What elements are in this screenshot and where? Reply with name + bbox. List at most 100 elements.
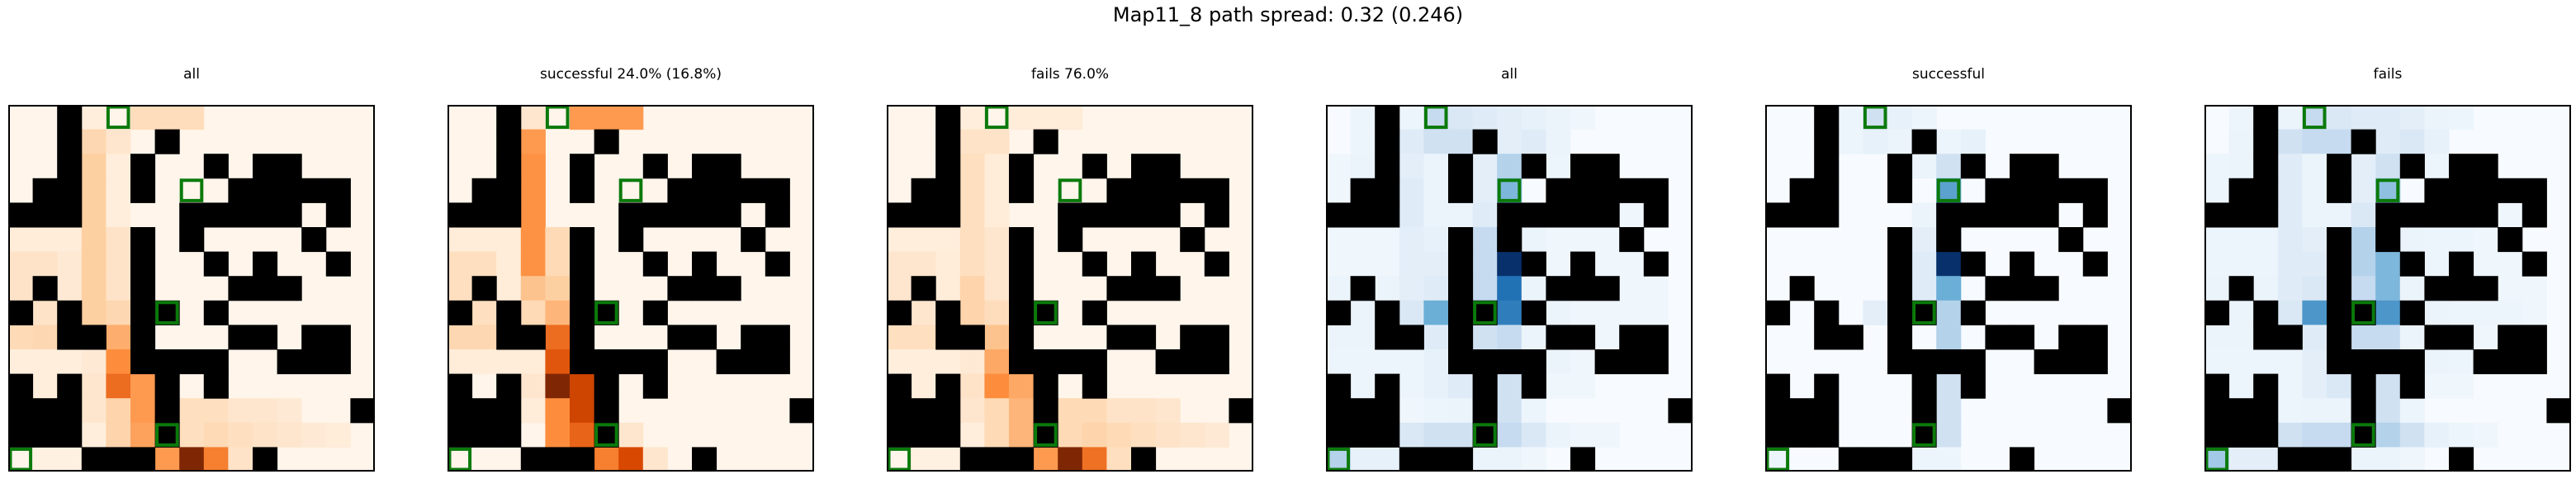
heatmap-cell: [1643, 300, 1669, 325]
heatmap-cell: [2204, 227, 2230, 253]
heatmap-cell: [1423, 300, 1449, 325]
wall-cell: [618, 227, 644, 253]
wall-cell: [496, 422, 522, 448]
heatmap-cell: [1009, 398, 1035, 424]
heatmap-cell: [2473, 300, 2498, 325]
heatmap-cell: [1497, 300, 1522, 325]
wall-cell: [1911, 373, 1937, 399]
wall-cell: [1887, 325, 1913, 350]
heatmap-cell: [2302, 422, 2327, 448]
wall-cell: [887, 373, 912, 399]
wall-cell: [32, 398, 58, 424]
heatmap-cell: [2399, 276, 2425, 301]
wall-cell: [2253, 325, 2279, 350]
heatmap-cell: [1423, 178, 1449, 203]
heatmap-cell: [1497, 422, 1522, 448]
heatmap-cell: [1472, 202, 1498, 228]
heatmap-cell: [106, 422, 131, 448]
heatmap-cell: [1399, 373, 1424, 399]
heatmap-cell: [130, 422, 156, 448]
heatmap-cell: [2302, 178, 2327, 203]
heatmap-cell: [959, 398, 985, 424]
heatmap-cell: [545, 300, 571, 325]
wall-cell: [301, 178, 327, 203]
heatmap-cell: [2327, 398, 2352, 424]
wall-cell: [1619, 227, 1645, 253]
wall-cell: [2327, 300, 2352, 325]
wall-cell: [1521, 349, 1546, 375]
heatmap-cell: [1375, 349, 1400, 375]
heatmap-cell: [2277, 227, 2303, 253]
wall-cell: [2399, 154, 2425, 179]
wall-cell: [2449, 178, 2474, 203]
heatmap-cell: [984, 251, 1010, 277]
wall-cell: [642, 349, 668, 375]
heatmap-cell: [1204, 422, 1229, 448]
wall-cell: [594, 422, 619, 448]
heatmap-cell: [545, 227, 571, 253]
wall-cell: [1911, 129, 1937, 154]
heatmap-cell: [1546, 422, 1571, 448]
heatmap-cell: [496, 276, 522, 301]
wall-cell: [228, 202, 253, 228]
wall-cell: [1472, 422, 1498, 448]
heatmap-cell: [2327, 202, 2352, 228]
heatmap-cell: [1497, 251, 1522, 277]
heatmap-cell: [8, 227, 34, 253]
goal-marker: [1326, 447, 1351, 472]
wall-cell: [911, 178, 936, 203]
wall-cell: [520, 325, 546, 350]
wall-cell: [2204, 300, 2230, 325]
heatmap-cell: [2351, 178, 2376, 203]
heatmap-cell: [545, 373, 571, 399]
wall-cell: [277, 178, 302, 203]
goal-marker: [155, 423, 179, 447]
wall-cell: [496, 398, 522, 424]
wall-cell: [935, 129, 961, 154]
heatmap-cell: [2228, 349, 2254, 375]
goal-marker: [1473, 423, 1497, 447]
wall-cell: [1814, 398, 1840, 424]
wall-cell: [1082, 300, 1107, 325]
wall-cell: [765, 349, 790, 375]
heatmap-cell: [1936, 373, 1962, 399]
wall-cell: [130, 251, 156, 277]
heatmap-cell: [496, 349, 522, 375]
wall-cell: [1033, 300, 1058, 325]
wall-cell: [1326, 373, 1352, 399]
wall-cell: [1155, 276, 1181, 301]
wall-cell: [2498, 325, 2523, 350]
wall-cell: [496, 178, 522, 203]
wall-cell: [1033, 373, 1058, 399]
wall-cell: [203, 300, 229, 325]
heatmap-cell: [2204, 349, 2230, 375]
wall-cell: [1058, 227, 1083, 253]
heatmap-cell: [2302, 398, 2327, 424]
wall-cell: [1570, 447, 1596, 472]
heatmap-cell: [520, 251, 546, 277]
heatmap-cell: [1594, 227, 1620, 253]
wall-cell: [1009, 227, 1035, 253]
wall-cell: [1472, 398, 1498, 424]
heatmap-cell: [253, 422, 278, 448]
heatmap-cell: [1326, 447, 1352, 472]
heatmap-cell: [1350, 129, 1376, 154]
wall-cell: [2010, 178, 2035, 203]
wall-cell: [570, 447, 595, 472]
heatmap-cell: [2302, 154, 2327, 179]
wall-cell: [106, 447, 131, 472]
wall-cell: [1619, 178, 1645, 203]
wall-cell: [1765, 202, 1791, 228]
heatmap-cell: [2302, 300, 2327, 325]
wall-cell: [911, 398, 936, 424]
heatmap-cell: [1863, 300, 1888, 325]
heatmap-cell: [1423, 325, 1449, 350]
wall-cell: [1229, 398, 1253, 424]
wall-cell: [2228, 276, 2254, 301]
wall-cell: [1448, 251, 1474, 277]
wall-cell: [1594, 178, 1620, 203]
heatmap-cell: [2327, 422, 2352, 448]
wall-cell: [1594, 276, 1620, 301]
heatmap-cell: [2253, 251, 2279, 277]
heatmap-cell: [253, 398, 278, 424]
